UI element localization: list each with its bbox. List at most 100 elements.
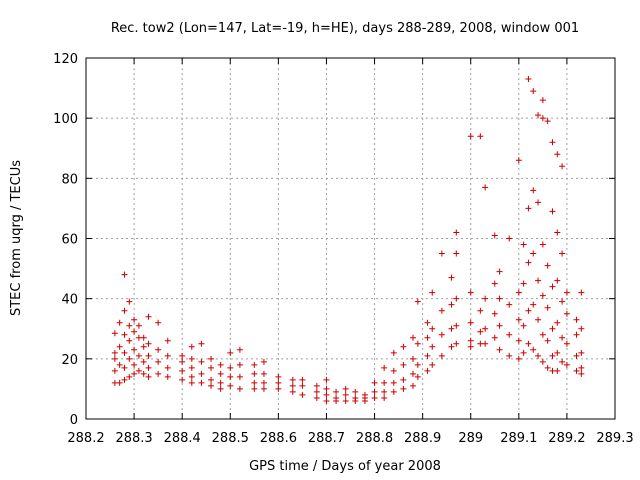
data-point bbox=[554, 277, 561, 284]
data-point bbox=[515, 355, 522, 362]
x-tick-label: 288.7 bbox=[308, 431, 345, 446]
data-point bbox=[121, 364, 128, 371]
data-point bbox=[289, 376, 296, 383]
data-point bbox=[549, 208, 556, 215]
data-point bbox=[116, 361, 123, 368]
data-point bbox=[155, 346, 162, 353]
data-point bbox=[410, 382, 417, 389]
data-point bbox=[236, 385, 243, 392]
data-point bbox=[217, 370, 224, 377]
data-point bbox=[549, 139, 556, 146]
data-point bbox=[563, 361, 570, 368]
data-point bbox=[111, 330, 118, 337]
data-point bbox=[410, 334, 417, 341]
data-point bbox=[236, 373, 243, 380]
data-point bbox=[477, 328, 484, 335]
x-tick-label: 288.5 bbox=[212, 431, 249, 446]
data-point bbox=[424, 319, 431, 326]
data-point bbox=[535, 316, 542, 323]
data-point bbox=[525, 76, 532, 83]
data-point bbox=[198, 370, 205, 377]
data-point bbox=[208, 376, 215, 383]
data-point bbox=[164, 373, 171, 380]
data-point bbox=[126, 373, 133, 380]
data-point bbox=[515, 157, 522, 164]
x-axis-label: GPS time / Days of year 2008 bbox=[249, 459, 441, 474]
data-point bbox=[135, 322, 142, 329]
data-point bbox=[342, 397, 349, 404]
data-point bbox=[371, 388, 378, 395]
data-point bbox=[390, 367, 397, 374]
data-point bbox=[116, 343, 123, 350]
y-tick-label: 20 bbox=[61, 353, 78, 368]
data-point bbox=[188, 379, 195, 386]
data-point bbox=[260, 370, 267, 377]
data-point bbox=[400, 376, 407, 383]
data-point bbox=[467, 289, 474, 296]
data-point bbox=[155, 370, 162, 377]
data-point bbox=[323, 397, 330, 404]
data-point bbox=[179, 376, 186, 383]
data-point bbox=[116, 379, 123, 386]
data-point bbox=[251, 385, 258, 392]
plot-frame bbox=[85, 57, 616, 420]
data-point bbox=[260, 358, 267, 365]
data-point bbox=[121, 271, 128, 278]
y-tick-labels: 0 20 40 60 80 100 120 bbox=[53, 52, 78, 428]
data-point bbox=[333, 397, 340, 404]
data-point bbox=[333, 388, 340, 395]
data-point bbox=[251, 379, 258, 386]
data-point bbox=[539, 241, 546, 248]
x-tick-label: 289.1 bbox=[500, 431, 537, 446]
data-point bbox=[491, 334, 498, 341]
data-point bbox=[131, 328, 138, 335]
data-point bbox=[525, 259, 532, 266]
data-point bbox=[121, 307, 128, 314]
data-point bbox=[131, 316, 138, 323]
data-point bbox=[539, 358, 546, 365]
data-point bbox=[506, 352, 513, 359]
data-point bbox=[179, 352, 186, 359]
data-point bbox=[429, 361, 436, 368]
data-point bbox=[275, 385, 282, 392]
data-point bbox=[361, 397, 368, 404]
data-point bbox=[145, 352, 152, 359]
data-point bbox=[515, 289, 522, 296]
data-point bbox=[520, 241, 527, 248]
data-point bbox=[135, 367, 142, 374]
data-point bbox=[544, 364, 551, 371]
data-point bbox=[559, 358, 566, 365]
data-point bbox=[559, 334, 566, 341]
data-point bbox=[414, 373, 421, 380]
data-point bbox=[227, 349, 234, 356]
data-point bbox=[525, 205, 532, 212]
data-point bbox=[491, 310, 498, 317]
data-point bbox=[453, 295, 460, 302]
data-point bbox=[217, 379, 224, 386]
data-point bbox=[198, 379, 205, 386]
data-point bbox=[525, 307, 532, 314]
data-point bbox=[131, 346, 138, 353]
x-tick-label: 288.6 bbox=[260, 431, 297, 446]
data-point bbox=[496, 346, 503, 353]
data-point bbox=[535, 112, 542, 119]
x-tick-label: 288.3 bbox=[115, 431, 152, 446]
data-point bbox=[453, 250, 460, 257]
data-point bbox=[563, 340, 570, 347]
data-point bbox=[145, 364, 152, 371]
data-point bbox=[116, 319, 123, 326]
data-point bbox=[289, 382, 296, 389]
data-point bbox=[515, 316, 522, 323]
data-point bbox=[482, 340, 489, 347]
data-point bbox=[448, 301, 455, 308]
data-point bbox=[544, 337, 551, 344]
data-point bbox=[313, 382, 320, 389]
data-point bbox=[121, 376, 128, 383]
data-point bbox=[539, 115, 546, 122]
data-point bbox=[578, 289, 585, 296]
x-tick-label: 288.9 bbox=[404, 431, 441, 446]
data-point bbox=[390, 388, 397, 395]
data-point bbox=[140, 334, 147, 341]
data-point bbox=[467, 133, 474, 140]
data-point bbox=[275, 379, 282, 386]
